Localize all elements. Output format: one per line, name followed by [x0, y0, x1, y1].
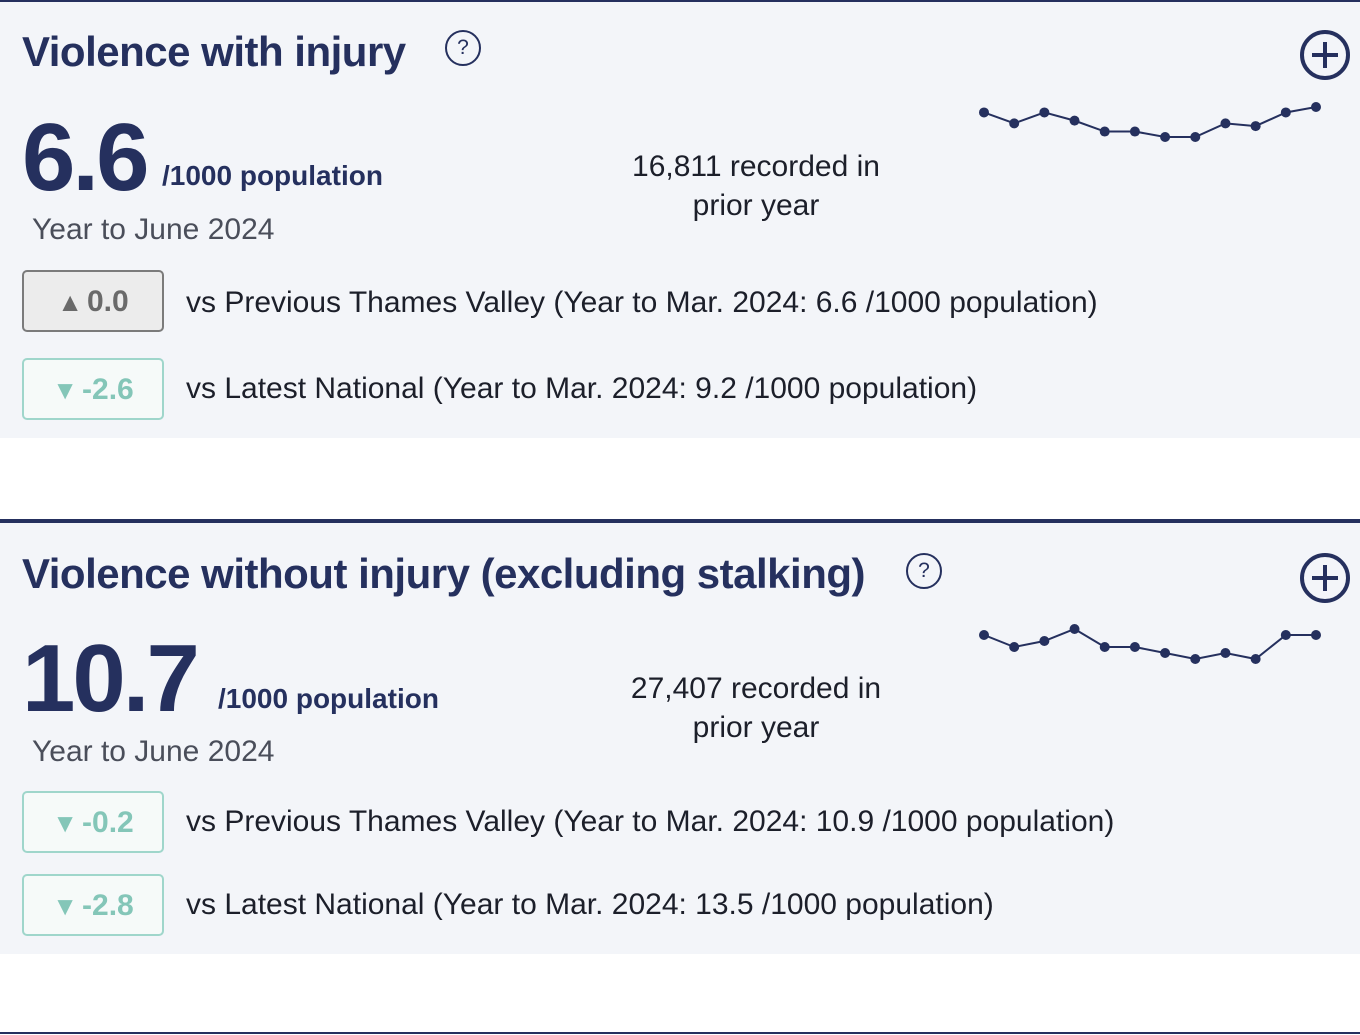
recorded-line-2: prior year: [692, 711, 820, 744]
headline-value: 10.7: [22, 625, 200, 732]
metric-card-violence-with-injury: Violence with injury ? 6.6 /1000 populat…: [0, 0, 1360, 438]
sparkline-point: [1099, 126, 1110, 137]
up-arrow-icon: ▲: [57, 287, 83, 317]
sparkline-point: [1039, 107, 1050, 118]
recorded-line-2: prior year: [692, 189, 820, 222]
next-card-divider: [0, 1032, 1360, 1034]
delta-value: -2.8: [82, 889, 134, 922]
sparkline-point: [1220, 648, 1231, 658]
sparkline-point: [1099, 642, 1110, 652]
delta-value: -0.2: [82, 806, 134, 839]
sparkline-point: [1129, 126, 1140, 137]
period-label: Year to June 2024: [32, 213, 275, 246]
recorded-count: 16,811 recorded in prior year: [600, 147, 912, 225]
recorded-line-1: 16,811 recorded in: [632, 150, 880, 183]
recorded-count: 27,407 recorded in prior year: [600, 669, 912, 747]
sparkline-point: [1129, 642, 1140, 652]
sparkline-point: [1190, 132, 1201, 142]
down-arrow-icon: ▼: [52, 375, 79, 405]
sparkline-path: [983, 106, 1317, 138]
comparison-text-previous: vs Previous Thames Valley (Year to Mar. …: [186, 286, 1098, 319]
sparkline-path: [983, 627, 1316, 661]
delta-value: 0.0: [87, 285, 129, 318]
trend-sparkline: [979, 624, 1321, 664]
sparkline-point: [1280, 630, 1291, 640]
period-label: Year to June 2024: [32, 735, 275, 768]
metric-card-violence-without-injury: Violence without injury (excluding stalk…: [0, 519, 1360, 954]
sparkline-point: [1220, 118, 1231, 129]
sparkline-point: [1160, 648, 1171, 658]
sparkline-point: [1069, 115, 1080, 126]
comparison-text-national: vs Latest National (Year to Mar. 2024: 9…: [186, 372, 978, 405]
help-icon[interactable]: ?: [906, 553, 942, 589]
card-title: Violence with injury: [22, 28, 406, 75]
expand-plus-icon[interactable]: [1300, 553, 1350, 603]
down-arrow-icon: ▼: [52, 808, 79, 838]
sparkline-point: [1009, 642, 1020, 652]
trend-sparkline: [979, 102, 1321, 142]
down-arrow-icon: ▼: [52, 891, 79, 921]
headline-value: 6.6: [22, 104, 149, 211]
sparkline-point: [1250, 121, 1261, 132]
sparkline-point: [1311, 630, 1321, 640]
card-title: Violence without injury (excluding stalk…: [22, 550, 866, 597]
comparison-badge-national: ▼ -2.6: [22, 358, 164, 420]
comparison-text-national: vs Latest National (Year to Mar. 2024: 1…: [186, 888, 994, 921]
sparkline-point: [1039, 636, 1050, 646]
comparison-badge-previous: ▼ -0.2: [22, 791, 164, 853]
sparkline-point: [1069, 624, 1080, 634]
sparkline-point: [979, 630, 989, 640]
sparkline-point: [1160, 132, 1171, 142]
sparkline-point: [1190, 654, 1201, 664]
value-unit: /1000 population: [218, 683, 439, 714]
expand-plus-icon[interactable]: [1300, 30, 1350, 80]
delta-value: -2.6: [82, 373, 134, 406]
sparkline-point: [1280, 107, 1291, 118]
sparkline-point: [1311, 102, 1321, 112]
comparison-badge-previous: ▲ 0.0: [22, 270, 164, 332]
sparkline-point: [979, 107, 989, 118]
sparkline-point: [1009, 118, 1020, 129]
sparkline-point: [1250, 654, 1261, 664]
recorded-line-1: 27,407 recorded in: [630, 672, 882, 705]
comparison-text-previous: vs Previous Thames Valley (Year to Mar. …: [186, 805, 1115, 838]
help-icon[interactable]: ?: [445, 30, 481, 66]
comparison-badge-national: ▼ -2.8: [22, 874, 164, 936]
value-unit: /1000 population: [162, 160, 383, 191]
